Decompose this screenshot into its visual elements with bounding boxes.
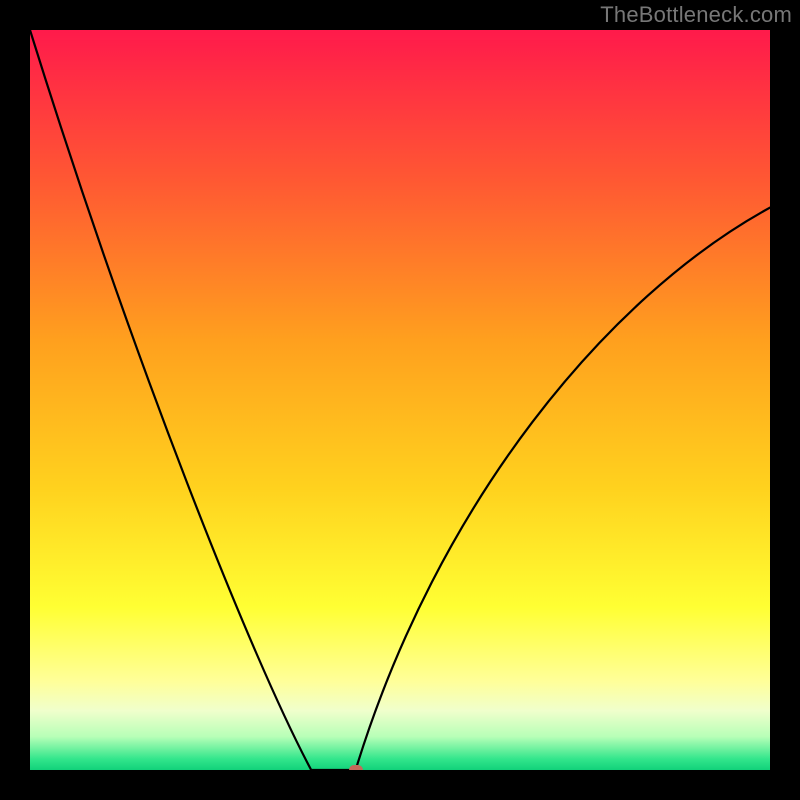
- plot-area: [30, 30, 770, 770]
- stage: TheBottleneck.com: [0, 0, 800, 800]
- watermark-text: TheBottleneck.com: [600, 2, 792, 28]
- bottleneck-curve: [30, 30, 770, 770]
- optimal-marker: [349, 765, 363, 770]
